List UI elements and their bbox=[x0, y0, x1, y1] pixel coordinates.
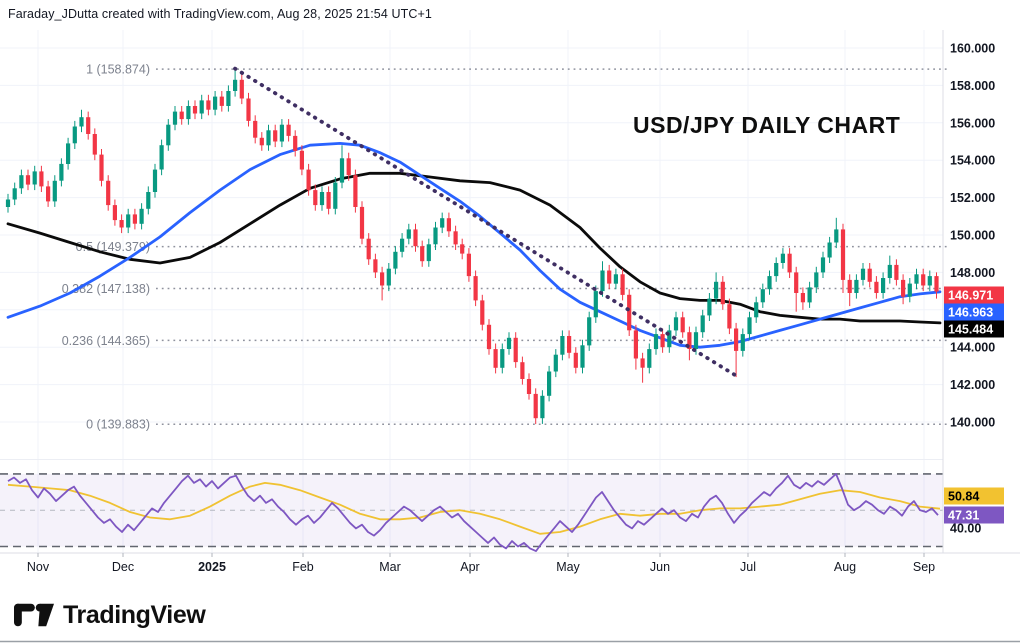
time-axis-label: Apr bbox=[460, 560, 479, 574]
svg-text:50.84: 50.84 bbox=[948, 490, 979, 504]
time-axis-label: Jul bbox=[740, 560, 756, 574]
fib-level-label: 0 (139.883) bbox=[86, 418, 150, 432]
svg-text:146.971: 146.971 bbox=[948, 289, 993, 303]
rsi-band bbox=[0, 473, 943, 548]
time-axis-label: May bbox=[556, 560, 580, 574]
rsi-ma-badge: 50.84 bbox=[944, 487, 1004, 505]
tradingview-logo-icon bbox=[14, 601, 54, 629]
rsi-axis-label: 40.00 bbox=[950, 522, 981, 536]
price-axis-label: 154.000 bbox=[950, 154, 995, 168]
price-axis-label: 144.000 bbox=[950, 341, 995, 355]
time-axis-label: Sep bbox=[913, 560, 935, 574]
attribution-text: Faraday_JDutta created with TradingView.… bbox=[8, 7, 432, 21]
price-axis-label: 158.000 bbox=[950, 79, 995, 93]
time-axis-label: Dec bbox=[112, 560, 134, 574]
time-axis-label: 2025 bbox=[198, 560, 226, 574]
candlestick-series bbox=[5, 69, 939, 425]
price-axis-label: 140.000 bbox=[950, 416, 995, 430]
time-axis[interactable]: Nov Dec 2025 Feb Mar Apr May Jun Jul Aug Sep bbox=[27, 553, 935, 574]
price-axis-label: 156.000 bbox=[950, 116, 995, 130]
ma-fast-price-badge: 146.963 bbox=[944, 303, 1004, 321]
ma-fast-line bbox=[6, 141, 942, 349]
time-axis-label: Nov bbox=[27, 560, 50, 574]
svg-text:47.31: 47.31 bbox=[948, 509, 979, 523]
last-price-badge: 146.971 bbox=[944, 286, 1004, 304]
price-axis-label: 160.000 bbox=[950, 42, 995, 56]
price-badges: 146.971 146.963 145.484 50.84 47.31 bbox=[944, 286, 1004, 524]
svg-text:146.963: 146.963 bbox=[948, 306, 993, 320]
fib-retracement[interactable]: 1 (158.874)0.5 (149.379)0.382 (147.138)0… bbox=[62, 63, 948, 432]
time-axis-label: Mar bbox=[379, 560, 401, 574]
rsi-ma-line bbox=[7, 481, 941, 535]
tradingview-logo[interactable]: TradingView bbox=[14, 597, 206, 633]
grid-lines bbox=[0, 30, 943, 553]
tradingview-logo-text: TradingView bbox=[63, 600, 206, 629]
rsi-line bbox=[7, 472, 939, 552]
time-axis-label: Aug bbox=[834, 560, 856, 574]
price-axis-label: 150.000 bbox=[950, 229, 995, 243]
time-axis-label: Jun bbox=[650, 560, 670, 574]
fib-level-label: 0.236 (144.365) bbox=[62, 334, 150, 348]
rsi-value-badge: 47.31 bbox=[944, 506, 1004, 524]
fib-level-label: 1 (158.874) bbox=[86, 63, 150, 77]
svg-text:145.484: 145.484 bbox=[948, 323, 993, 337]
price-axis[interactable]: 160.000 158.000 156.000 154.000 152.000 150.0… bbox=[950, 42, 995, 430]
time-axis-label: Feb bbox=[292, 560, 314, 574]
trendline[interactable] bbox=[233, 66, 742, 381]
pane-separators bbox=[0, 30, 1020, 643]
price-axis-label: 152.000 bbox=[950, 191, 995, 205]
price-axis-label: 142.000 bbox=[950, 378, 995, 392]
ma-slow-price-badge: 145.484 bbox=[944, 320, 1004, 338]
price-axis-label: 148.000 bbox=[950, 266, 995, 280]
